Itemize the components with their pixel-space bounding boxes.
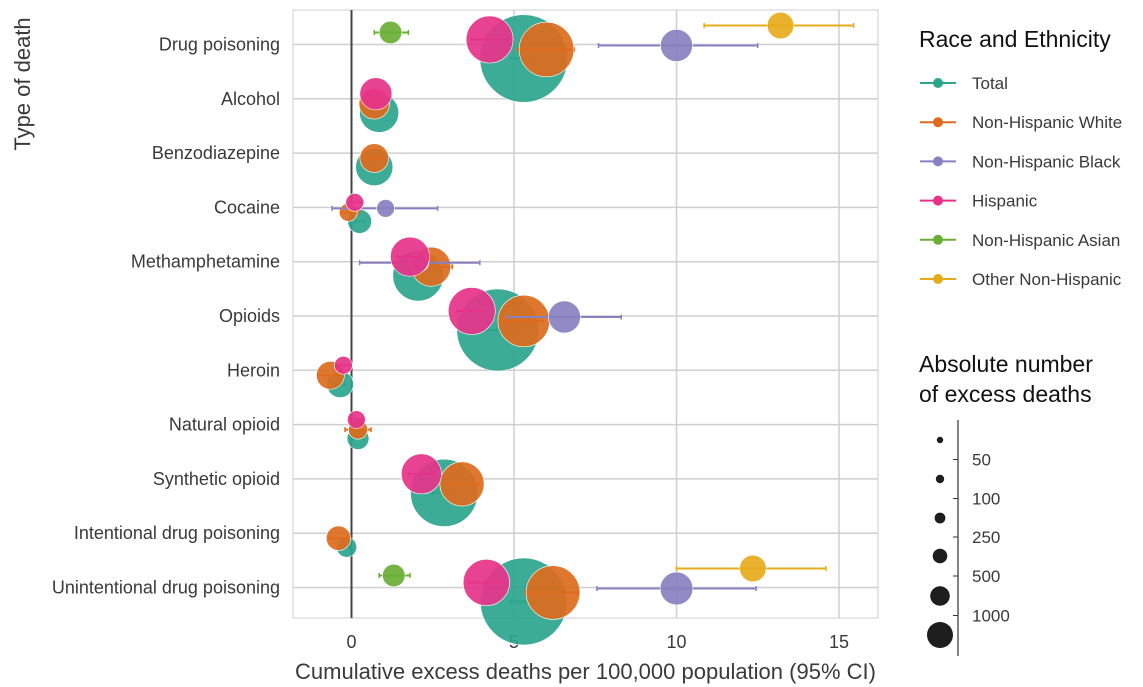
point-non-hispanic-white: [525, 565, 581, 620]
size-legend-title: of excess deaths: [919, 381, 1092, 407]
y-tick-label: Opioids: [219, 306, 280, 326]
y-tick-label: Benzodiazepine: [152, 143, 280, 163]
point-non-hispanic-white: [359, 143, 389, 173]
point-non-hispanic-asian: [378, 20, 403, 45]
y-tick-label: Synthetic opioid: [153, 469, 280, 489]
point-non-hispanic-black: [547, 300, 581, 334]
plot-panel: [292, 9, 879, 619]
legend-title: Race and Ethnicity: [919, 26, 1111, 52]
size-legend-title: Absolute number: [919, 351, 1093, 377]
y-tick-label: Methamphetamine: [131, 252, 280, 272]
legend-label: Total: [972, 74, 1008, 93]
legend-label: Hispanic: [972, 192, 1038, 211]
size-legend-circle: [936, 436, 944, 444]
x-axis-title: Cumulative excess deaths per 100,000 pop…: [295, 659, 876, 684]
legend-marker: [933, 156, 943, 167]
y-tick-label: Drug poisoning: [159, 35, 280, 55]
size-legend-circle: [927, 622, 953, 648]
legend-item-non-hispanic-black: Non-Hispanic Black: [920, 152, 1121, 171]
size-legend-label: 1000: [972, 607, 1010, 626]
legend-marker: [933, 117, 943, 128]
point-non-hispanic-white: [518, 21, 575, 78]
point-non-hispanic-white: [497, 294, 550, 348]
size-legend-circle: [935, 474, 945, 484]
legend: Race and Ethnicity Total Non-Hispanic Whit…: [919, 26, 1122, 656]
series-hispanic: [334, 15, 514, 606]
size-legend-label: 250: [972, 528, 1000, 547]
legend-item-non-hispanic-white: Non-Hispanic White: [920, 113, 1122, 132]
point-hispanic: [359, 77, 393, 111]
legend-marker: [933, 195, 943, 206]
x-tick-label: 15: [829, 632, 849, 652]
size-legend-circle: [934, 512, 946, 524]
legend-item-total: Total: [920, 74, 1008, 93]
point-other-non-hispanic: [766, 11, 795, 40]
size-legend-label: 100: [972, 490, 1000, 509]
point-hispanic: [465, 15, 514, 64]
legend-marker: [933, 274, 943, 284]
y-tick-label: Unintentional drug poisoning: [52, 578, 280, 598]
size-legend-label: 500: [972, 567, 1000, 586]
plot-area: 051015Drug poisoningAlcoholBenzodiazepin…: [10, 9, 879, 684]
y-tick-label: Heroin: [227, 360, 280, 380]
point-non-hispanic-white: [325, 525, 352, 551]
legend-item-hispanic: Hispanic: [920, 192, 1038, 211]
y-tick-label: Cocaine: [214, 197, 280, 217]
legend-marker: [933, 78, 943, 88]
y-axis-title: Type of death: [10, 17, 35, 150]
point-hispanic: [347, 410, 366, 429]
legend-label: Non-Hispanic Asian: [972, 231, 1120, 250]
legend-label: Non-Hispanic Black: [972, 152, 1121, 171]
x-tick-label: 0: [346, 632, 356, 652]
point-hispanic: [390, 236, 430, 277]
point-hispanic: [400, 453, 442, 495]
point-other-non-hispanic: [739, 554, 767, 583]
point-non-hispanic-asian: [382, 563, 406, 588]
legend-item-other-non-hispanic: Other Non-Hispanic: [920, 270, 1122, 289]
series-non-hispanic-asian: [373, 20, 411, 588]
legend-marker: [933, 234, 943, 245]
point-non-hispanic-black: [659, 571, 694, 606]
x-tick-label: 10: [666, 632, 686, 652]
point-hispanic: [345, 193, 365, 212]
legend-label: Other Non-Hispanic: [972, 270, 1122, 289]
point-hispanic: [334, 356, 353, 375]
size-legend-label: 50: [972, 451, 991, 470]
series-other-non-hispanic: [675, 11, 855, 583]
y-tick-label: Alcohol: [221, 89, 280, 109]
point-non-hispanic-black: [376, 199, 395, 218]
y-tick-label: Intentional drug poisoning: [74, 523, 280, 543]
legend-label: Non-Hispanic White: [972, 113, 1122, 132]
y-tick-label: Natural opioid: [169, 415, 280, 435]
point-hispanic: [447, 287, 496, 335]
point-non-hispanic-white: [439, 461, 485, 507]
size-legend-circle: [932, 548, 948, 564]
legend-item-non-hispanic-asian: Non-Hispanic Asian: [920, 231, 1120, 250]
point-non-hispanic-black: [660, 29, 693, 62]
series-non-hispanic-white: [316, 21, 581, 620]
point-hispanic: [462, 559, 510, 606]
size-legend-circle: [930, 586, 950, 606]
